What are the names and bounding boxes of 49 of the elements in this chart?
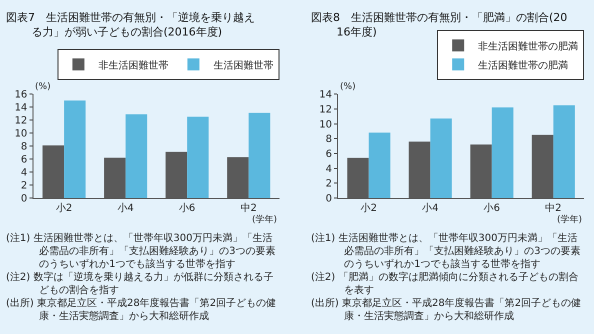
y-tick-label: 12	[319, 104, 332, 116]
x-tick-label: 小4	[422, 202, 438, 214]
y-tick-label: 8	[20, 142, 28, 153]
chart-title: 図表7 生活困難世帯の有無別・「逆境を乗り越える力」が弱い子どもの割合(2016年度)	[6, 11, 255, 38]
x-tick-label: 小2	[56, 202, 72, 214]
y-tick-label: 0	[20, 194, 28, 204]
y-tick-label: 2	[20, 180, 28, 192]
text: (注1) 生活困難世帯とは、「世帯年収300万円未満」「生活必需品の非所有」「支払困難経験あり」の3つの要素のうちいずれか1つでも該当する世帯を指す	[311, 232, 581, 270]
y-tick-label: 10	[14, 128, 28, 140]
chart-title: 図表8 生活困難世帯の有無別・「肥満」の割合(2016年度)	[311, 11, 568, 38]
legend-label: 非生活困難世帯の肥満	[478, 40, 578, 52]
y-tick-label: 12	[14, 116, 28, 127]
legend-label: 生活困難世帯	[213, 59, 274, 72]
bar	[553, 105, 575, 198]
y-axis-title: (%)	[35, 82, 51, 92]
y-tick-label: 8	[326, 134, 332, 146]
y-tick-label: 6	[20, 154, 28, 166]
x-axis-title: (学年)	[252, 214, 278, 225]
text: (注2) 「肥満」の数字は肥満傾向に分類される子どもの割合を表す	[311, 271, 578, 296]
y-tick-label: 14	[319, 90, 332, 101]
bar	[248, 112, 270, 198]
x-axis-title: (学年)	[557, 214, 582, 225]
legend-label: 生活困難世帯の肥満	[478, 59, 568, 72]
text: (注1) 生活困難世帯とは、「世帯年収300万円未満」「生活必需品の非所有」「支払困難経験あり」の3つの要素のうちいずれか1つでも該当する世帯を指す	[6, 232, 276, 270]
y-tick-label: 16	[14, 90, 28, 101]
text: (注2) 数字は「逆境を乗り越える力」が低群に分類される子どもの割合を指す	[6, 271, 274, 296]
bar	[187, 116, 209, 198]
x-tick-label: 中2	[545, 202, 562, 214]
y-axis-title: (%)	[340, 82, 356, 92]
y-tick-label: 6	[326, 148, 332, 160]
bar	[430, 118, 452, 198]
text: (出所) 東京都足立区・平成28年度報告書「第2回子どもの健康・生活実態調査」から大和総研作成	[311, 297, 582, 322]
y-tick-label: 10	[319, 119, 332, 130]
legend-label: 非生活困難世帯	[98, 59, 168, 72]
y-tick-label: 4	[326, 164, 332, 175]
bar	[492, 107, 514, 198]
bar	[126, 114, 148, 198]
y-tick-label: 2	[326, 178, 332, 190]
text: (出所) 東京都足立区・平成28年度報告書「第2回子どもの健康・生活実態調査」から大和総研作成	[6, 297, 276, 322]
bar	[368, 132, 390, 198]
x-tick-label: 中2	[240, 202, 257, 214]
x-tick-label: 小4	[117, 202, 134, 214]
y-tick-label: 14	[14, 102, 28, 114]
x-tick-label: 小6	[484, 202, 500, 214]
y-tick-label: 4	[20, 168, 28, 179]
x-tick-label: 小2	[360, 202, 377, 214]
x-tick-label: 小6	[178, 202, 196, 214]
y-tick-label: 0	[326, 194, 332, 204]
bar	[64, 100, 86, 198]
